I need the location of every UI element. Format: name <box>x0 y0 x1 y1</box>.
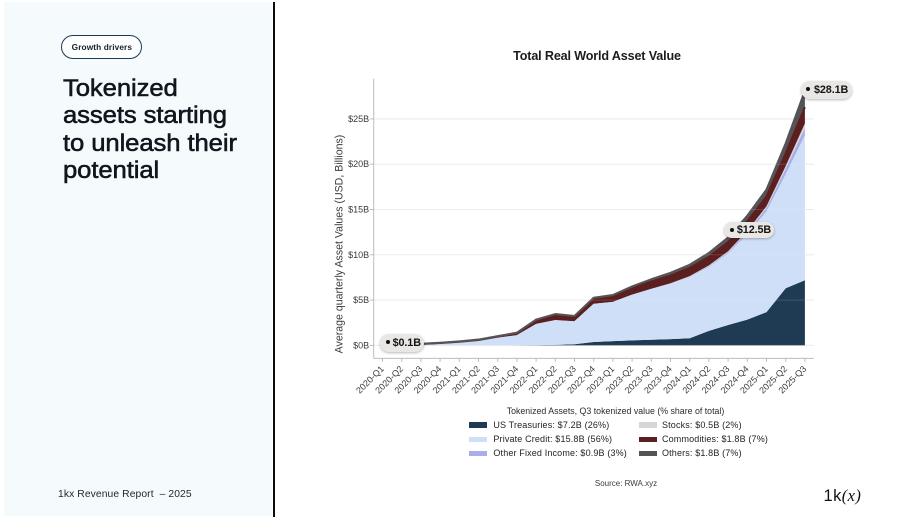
svg-text:$10B: $10B <box>348 250 369 260</box>
svg-text:$15B: $15B <box>348 205 369 215</box>
svg-text:$0B: $0B <box>353 340 369 350</box>
svg-text:$25B: $25B <box>348 114 369 124</box>
svg-text:$5B: $5B <box>353 295 369 305</box>
svg-text:$20B: $20B <box>348 159 369 169</box>
svg-text:Average quarterly Asset Values: Average quarterly Asset Values (USD, Bil… <box>334 135 346 354</box>
